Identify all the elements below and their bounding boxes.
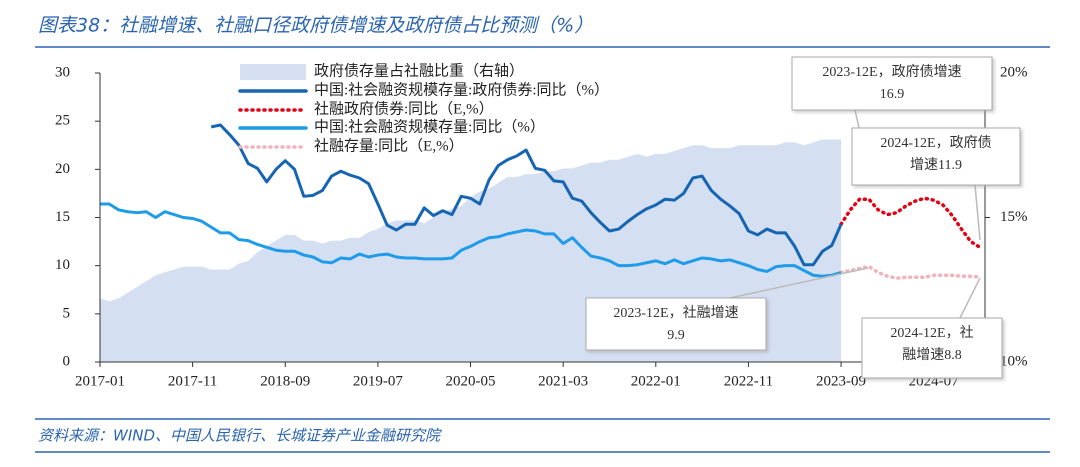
source: 资料来源：WIND、中国人民银行、长城证券产业金融研究院 — [38, 427, 442, 445]
y2-tick-label: 10% — [1000, 353, 1028, 369]
annotation-text: 9.9 — [667, 328, 685, 343]
y2-tick-label: 15% — [1000, 209, 1028, 225]
annotation-text: 融增速8.8 — [902, 347, 962, 363]
annotation-box — [791, 56, 993, 111]
y2-tick-label: 20% — [1000, 64, 1028, 80]
legend-label: 社融存量:同比（E,%） — [314, 137, 464, 154]
x-tick-label: 2022-01 — [631, 373, 681, 389]
x-tick-label: 2022-11 — [724, 373, 773, 389]
y-tick-label: 30 — [55, 64, 70, 80]
annotation-box — [851, 127, 1021, 186]
x-tick-label: 2017-01 — [75, 373, 125, 389]
x-tick-label: 2017-11 — [168, 373, 217, 389]
x-tick-label: 2021-03 — [538, 373, 588, 389]
chart-title: 图表38：社融增速、社融口径政府债增速及政府债占比预测（%） — [38, 15, 593, 37]
annotation-box — [861, 317, 1003, 379]
annotation-text: 2023-12E，政府债增速 — [822, 64, 961, 80]
plot: 0 5 10 15 20 25 30 10% 15% 20% 2017-01 2017-11 2018-… — [55, 56, 1028, 389]
annotation-text: 16.9 — [880, 87, 905, 102]
y-tick-label: 5 — [63, 305, 71, 321]
x-tick-label: 2018-09 — [260, 373, 310, 389]
dotted-line — [839, 196, 982, 250]
dotted-line — [839, 264, 982, 280]
y-tick-label: 10 — [55, 257, 70, 273]
line — [100, 202, 842, 278]
y-tick-label: 15 — [55, 209, 70, 225]
x-tick-label: 2019-07 — [353, 373, 403, 389]
y-tick-label: 25 — [55, 113, 70, 129]
x-tick-label: 2020-05 — [446, 373, 496, 389]
legend-label: 政府债存量占社融比重（右轴） — [314, 62, 524, 79]
legend-label: 中国:社会融资规模存量:政府债券:同比（%） — [314, 81, 609, 98]
y-tick-label: 20 — [55, 161, 70, 177]
legend-swatch — [240, 64, 306, 80]
annotation-text: 2023-12E，社融增速 — [613, 305, 738, 321]
legend-label: 中国:社会融资规模存量:同比（%） — [314, 118, 545, 135]
annotation-text: 增速11.9 — [910, 157, 962, 173]
annotation-arrow — [729, 267, 869, 299]
y-tick-label: 0 — [63, 353, 71, 369]
annotation-text: 2024-12E，社 — [890, 325, 973, 341]
annotation-arrow — [974, 184, 981, 241]
annotation-arrow — [959, 277, 981, 319]
legend-label: 社融政府债券:同比（E,%） — [314, 100, 494, 117]
annotation-text: 2024-12E，政府债 — [880, 135, 991, 151]
line — [210, 123, 843, 267]
annotation-box — [585, 297, 767, 351]
x-tick-label: 2023-09 — [816, 373, 866, 389]
